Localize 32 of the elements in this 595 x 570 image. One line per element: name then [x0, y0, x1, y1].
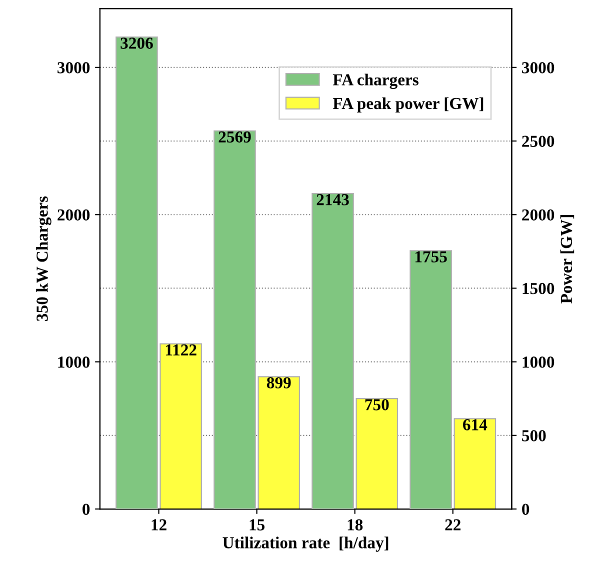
y2-tick-label: 500	[522, 430, 546, 442]
y2-tick-label: 3000	[522, 62, 554, 74]
x-tick-label: 18	[348, 519, 363, 530]
y2-axis-title: Power [GW]	[560, 215, 574, 304]
y2-tick-label: 0	[522, 504, 530, 515]
y-tick-label: 3000	[58, 62, 90, 74]
y2-tick-label: 1500	[522, 282, 554, 294]
y2-tick-label: 2500	[522, 136, 554, 147]
y-axis-title: 350 kW Chargers	[36, 196, 52, 321]
data-label: 614	[463, 419, 488, 430]
data-label: 899	[266, 377, 291, 388]
data-label: 2569	[218, 131, 251, 143]
data-label: 750	[365, 399, 389, 410]
legend-label: FA peak power [GW]	[332, 97, 484, 112]
bar	[356, 398, 398, 510]
bar	[312, 193, 354, 510]
x-tick-label: 15	[250, 519, 265, 530]
x-axis-title: Utilization rate [h/day]	[222, 536, 388, 552]
y2-tick-label: 1000	[522, 356, 554, 368]
bar	[410, 250, 452, 510]
y-tick-label: 2000	[58, 209, 90, 221]
bar	[454, 418, 496, 510]
legend-label: FA chargers	[332, 74, 418, 89]
data-label: 1755	[415, 251, 447, 262]
data-label: 1122	[166, 344, 196, 356]
x-tick-label: 12	[152, 519, 166, 530]
data-label: 3206	[120, 38, 153, 49]
y2-tick-label: 2000	[522, 209, 554, 221]
data-label: 2143	[316, 194, 349, 206]
x-tick-label: 22	[445, 519, 460, 530]
y-tick-label: 0	[82, 504, 90, 515]
y-tick-label: 1000	[58, 356, 90, 368]
